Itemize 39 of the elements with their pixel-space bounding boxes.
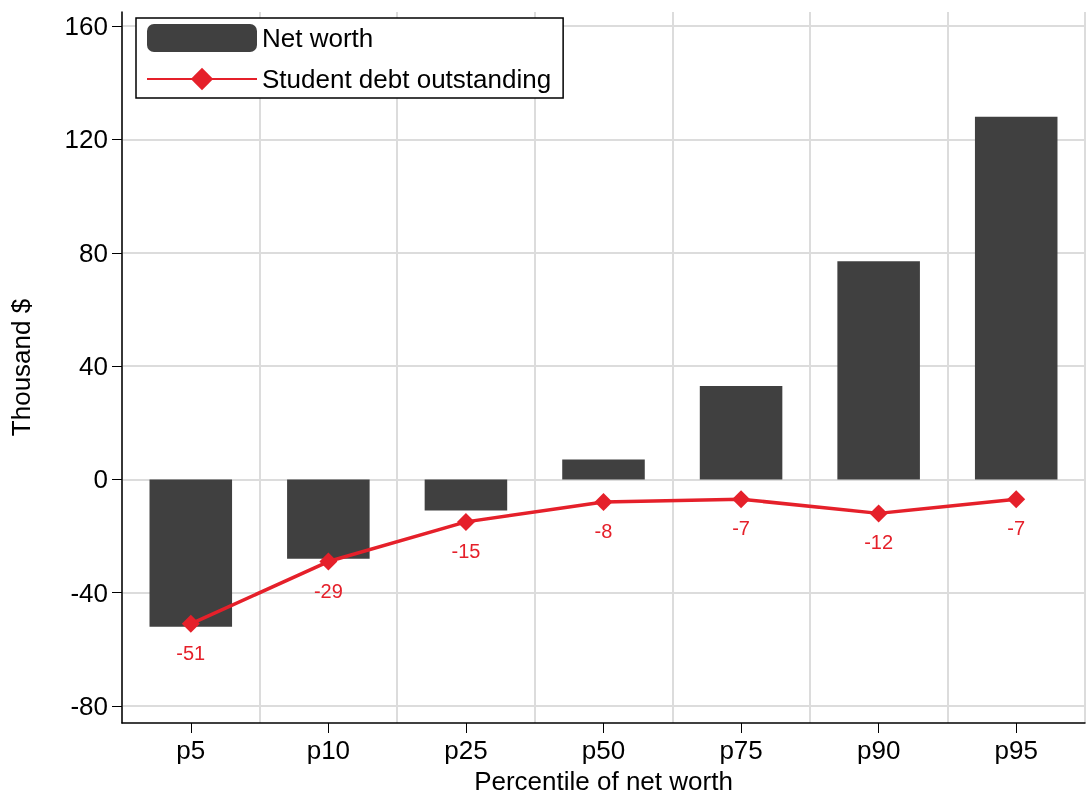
data-label: -15 bbox=[451, 539, 481, 562]
bar bbox=[562, 459, 645, 480]
point bbox=[456, 512, 475, 531]
y-tick-label: 80 bbox=[79, 237, 108, 268]
bar bbox=[974, 116, 1058, 480]
x-tick-label: p50 bbox=[581, 735, 626, 765]
x-tick-label: p90 bbox=[856, 735, 901, 765]
point bbox=[594, 493, 613, 512]
y-axis-title: Thousand $ bbox=[6, 298, 36, 437]
bar bbox=[287, 479, 370, 559]
data-label: -12 bbox=[864, 531, 894, 554]
y-tick-label: 120 bbox=[64, 124, 108, 155]
bar bbox=[424, 479, 508, 511]
bar bbox=[699, 385, 783, 480]
y-tick-label: 160 bbox=[64, 11, 108, 42]
data-label: -29 bbox=[313, 579, 343, 602]
x-axis-title: Percentile of net worth bbox=[474, 765, 733, 796]
point bbox=[869, 504, 888, 523]
point bbox=[732, 490, 751, 509]
data-label: -51 bbox=[176, 641, 206, 664]
x-tick-label: p25 bbox=[444, 735, 488, 765]
y-tick-label: 0 bbox=[93, 464, 108, 495]
x-tick-label: p10 bbox=[306, 735, 351, 765]
point bbox=[319, 552, 338, 571]
data-label: -7 bbox=[732, 517, 750, 540]
point bbox=[1007, 490, 1026, 509]
x-tick-label: p75 bbox=[719, 735, 763, 765]
point bbox=[181, 614, 200, 633]
y-tick-label: 40 bbox=[79, 351, 108, 382]
x-tick-label: p5 bbox=[176, 735, 206, 765]
bar bbox=[149, 479, 233, 627]
data-label: -8 bbox=[594, 520, 613, 543]
legend-label: Student debt outstanding bbox=[262, 64, 552, 94]
y-tick-label: -80 bbox=[70, 691, 108, 721]
y-tick-label: -40 bbox=[70, 577, 108, 608]
bar bbox=[837, 261, 920, 480]
data-label: -7 bbox=[1007, 517, 1026, 540]
x-tick-label: p95 bbox=[994, 735, 1038, 765]
legend-label: Net worth bbox=[262, 23, 374, 53]
